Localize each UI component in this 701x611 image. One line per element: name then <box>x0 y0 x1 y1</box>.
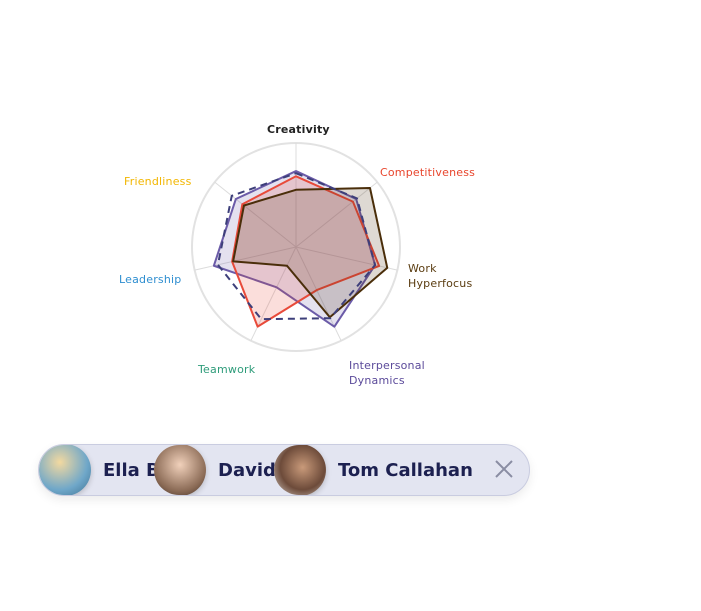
radar-series <box>231 175 381 328</box>
people-bar: Ella B David Tom Callahan <box>38 444 530 496</box>
avatar <box>39 445 91 495</box>
category-label: Leadership <box>119 273 182 286</box>
person-name: Tom Callahan <box>338 459 473 481</box>
category-label: Teamwork <box>198 363 256 376</box>
category-label: Competitiveness <box>380 166 476 179</box>
category-label: Work Hyperfocus <box>408 262 473 290</box>
spoke <box>295 246 398 271</box>
radar-series <box>232 186 389 319</box>
avatar <box>154 445 206 495</box>
avatar <box>274 445 326 495</box>
close-button[interactable] <box>494 459 514 479</box>
person-chip[interactable]: Tom Callahan <box>274 445 484 495</box>
spoke <box>214 181 297 248</box>
category-label: Friendliness <box>124 175 192 188</box>
person-name: David <box>218 459 276 481</box>
spoke <box>295 181 378 248</box>
person-name: Ella B <box>103 459 160 481</box>
radar-chart <box>191 142 401 352</box>
spoke <box>194 246 297 271</box>
category-label: Creativity <box>267 123 330 136</box>
radar-series <box>216 172 377 321</box>
category-label: Interpersonal Dynamics <box>349 359 425 387</box>
